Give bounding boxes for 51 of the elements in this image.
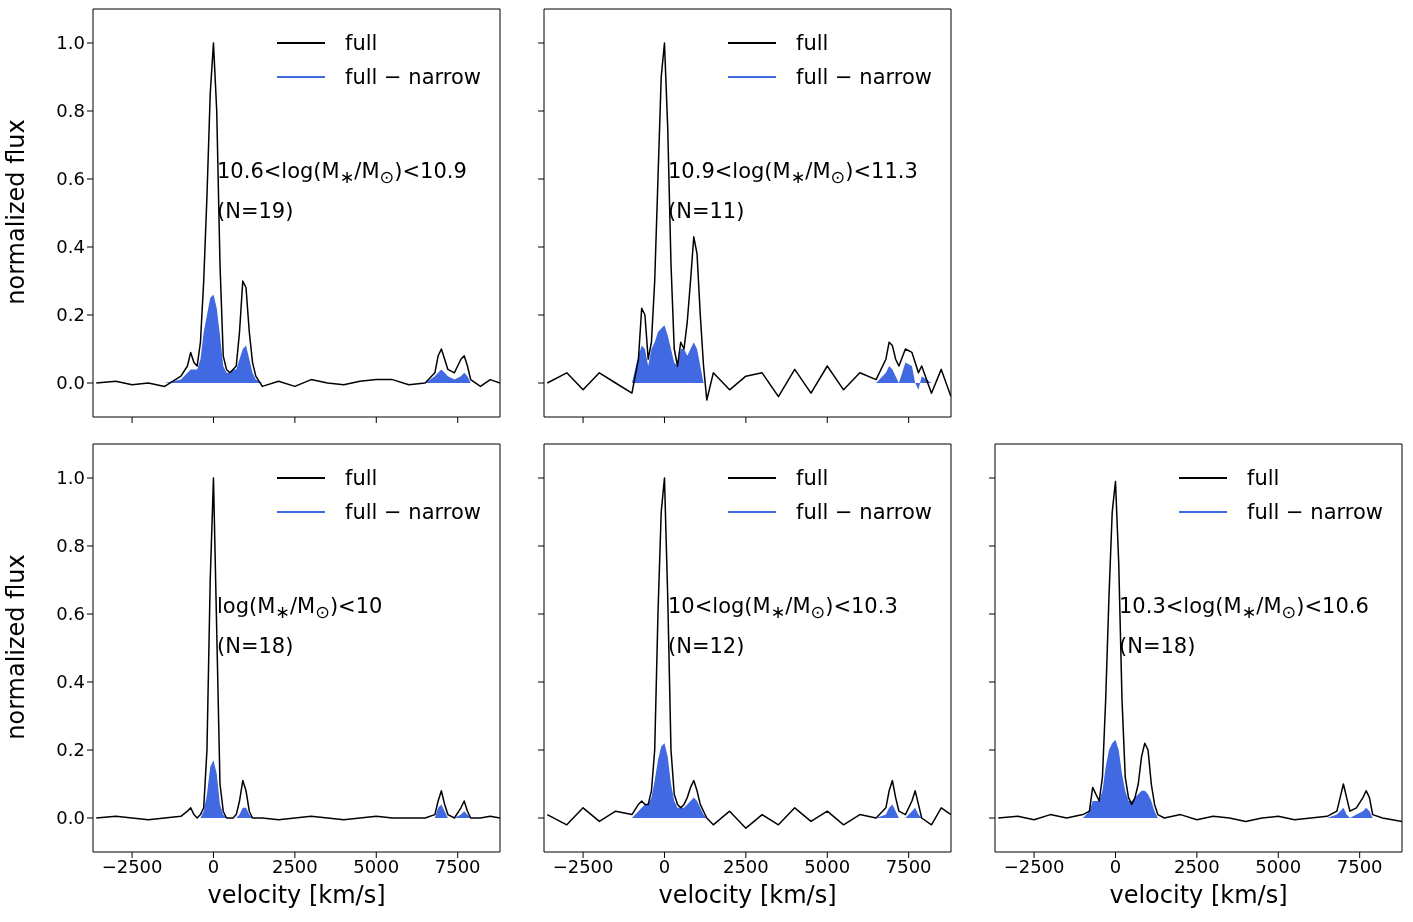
x-tick-label: 0 xyxy=(207,855,220,877)
x-tick-label: 7500 xyxy=(434,855,481,877)
x-tick-label: 5000 xyxy=(1255,855,1302,877)
y-tick-label: 0.4 xyxy=(56,236,85,258)
legend-label: full xyxy=(796,31,829,55)
x-axis-title: velocity [km/s] xyxy=(1109,881,1288,909)
y-tick-label: 0.8 xyxy=(56,100,85,122)
y-tick-label: 0.6 xyxy=(56,168,85,190)
legend-label: full − narrow xyxy=(1247,500,1383,524)
y-tick-label: 0.2 xyxy=(56,304,85,326)
x-tick-label: 2500 xyxy=(1173,855,1220,877)
y-tick-label: 0.8 xyxy=(56,535,85,557)
annotation: 10.6<log(M$_{∗}$/M$_{⊙}$)<10.9 xyxy=(217,158,467,190)
x-tick-label: −2500 xyxy=(552,855,614,877)
x-tick-label: 0 xyxy=(1109,855,1122,877)
annotation: 10.9<log(M$_{∗}$/M$_{⊙}$)<11.3 xyxy=(668,158,918,190)
annotation: (N=18) xyxy=(1119,633,1197,661)
legend-label: full − narrow xyxy=(796,65,932,89)
annotation: (N=11) xyxy=(668,198,746,226)
x-tick-label: −2500 xyxy=(101,855,163,877)
legend-label: full − narrow xyxy=(345,500,481,524)
x-tick-label: 5000 xyxy=(353,855,400,877)
annotation: 10<log(M$_{∗}$/M$_{⊙}$)<10.3 xyxy=(668,593,898,625)
x-tick-label: 5000 xyxy=(804,855,851,877)
x-tick-label: 7500 xyxy=(885,855,932,877)
y-tick-label: 1.0 xyxy=(56,467,85,489)
y-tick-label: 1.0 xyxy=(56,32,85,54)
y-tick-label: 0.4 xyxy=(56,671,85,693)
x-tick-label: 2500 xyxy=(722,855,769,877)
legend-label: full xyxy=(796,466,829,490)
x-tick-label: 0 xyxy=(658,855,671,877)
annotation: (N=18) xyxy=(217,633,295,661)
legend-label: full xyxy=(1247,466,1280,490)
y-tick-label: 0.2 xyxy=(56,739,85,761)
legend-label: full − narrow xyxy=(796,500,932,524)
annotation: (N=12) xyxy=(668,633,746,661)
y-axis-title: normalized flux xyxy=(2,119,30,305)
x-tick-label: 7500 xyxy=(1336,855,1383,877)
annotation: 10.3<log(M$_{∗}$/M$_{⊙}$)<10.6 xyxy=(1119,593,1369,625)
annotation: log(M$_{∗}$/M$_{⊙}$)<10 xyxy=(217,593,383,625)
y-tick-label: 0.0 xyxy=(56,372,85,394)
x-axis-title: velocity [km/s] xyxy=(658,881,837,909)
legend-label: full xyxy=(345,31,378,55)
legend-label: full − narrow xyxy=(345,65,481,89)
x-axis-title: velocity [km/s] xyxy=(207,881,386,909)
x-tick-label: 2500 xyxy=(271,855,318,877)
y-tick-label: 0.6 xyxy=(56,603,85,625)
y-tick-label: 0.0 xyxy=(56,807,85,829)
y-axis-title: normalized flux xyxy=(2,554,30,740)
legend-label: full xyxy=(345,466,378,490)
x-tick-label: −2500 xyxy=(1003,855,1065,877)
